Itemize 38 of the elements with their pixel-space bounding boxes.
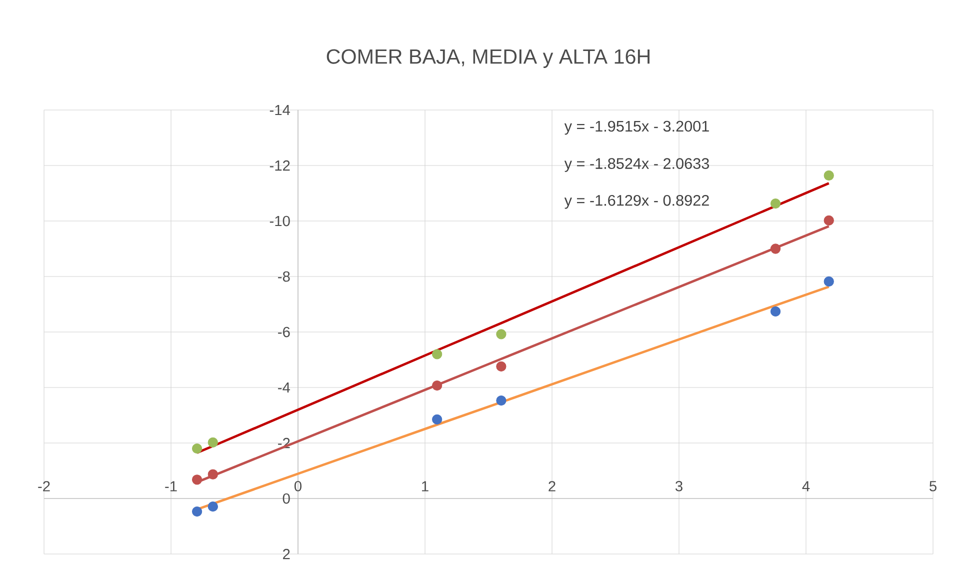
chart-title: COMER BAJA, MEDIA y ALTA 16H [326, 49, 650, 68]
x-tick-label: 0 [294, 480, 302, 492]
y-tick-label: 2 [283, 548, 290, 560]
y-tick-label: -14 [270, 104, 290, 116]
point [192, 474, 202, 485]
x-tick-label: 5 [930, 481, 936, 492]
annotation: y = -1.8524x - 2.0633 [564, 158, 709, 172]
y-tick-label: -8 [278, 271, 290, 282]
point [770, 306, 781, 317]
x-tick-label: 2 [548, 481, 556, 492]
point [496, 395, 506, 406]
point [770, 198, 781, 209]
y-tick-label: -6 [278, 326, 290, 338]
x-tick-label: -1 [165, 481, 177, 492]
point [496, 329, 506, 340]
x-tick-label: -2 [38, 481, 50, 492]
x-tick-label: 4 [802, 481, 810, 492]
point [824, 215, 834, 226]
point [824, 276, 834, 287]
x-tick-label: 3 [675, 480, 682, 492]
y-tick-label: -4 [278, 382, 290, 393]
point [824, 170, 834, 181]
point [432, 380, 442, 391]
annotation: y = -1.9515x - 3.2001 [564, 120, 709, 135]
point [432, 414, 442, 424]
y-tick-label: 0 [282, 493, 290, 504]
point [208, 469, 218, 480]
point [208, 437, 218, 448]
point [496, 361, 506, 372]
point [208, 501, 218, 512]
x-tick-label: 1 [422, 481, 428, 492]
point [432, 349, 442, 360]
y-tick-label: -12 [270, 160, 290, 171]
point [192, 506, 202, 517]
annotation: y = -1.6129x - 0.8922 [564, 194, 709, 209]
point [192, 443, 202, 454]
y-tick-label: -10 [270, 216, 290, 226]
point [770, 244, 781, 254]
